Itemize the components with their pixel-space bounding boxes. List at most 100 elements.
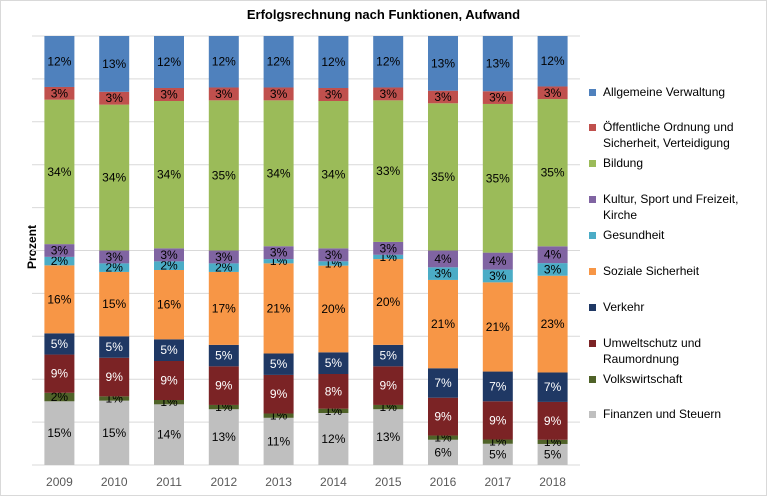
legend-swatch <box>589 89 596 96</box>
bar-segment <box>154 400 184 405</box>
bar-segment <box>154 339 184 361</box>
bar-segment <box>208 263 239 272</box>
data-label: 34% <box>267 166 291 180</box>
bar-segment <box>44 354 75 393</box>
data-label: 5% <box>51 337 69 351</box>
data-label: 5% <box>270 357 288 371</box>
bar-segment <box>537 263 568 276</box>
bar-segment <box>428 267 458 280</box>
legend-swatch <box>589 376 596 383</box>
data-label: 11% <box>267 434 290 448</box>
bar-segment <box>373 366 404 405</box>
bar-segment <box>208 271 239 345</box>
bar-segment <box>44 36 75 87</box>
bar-segment <box>99 91 130 105</box>
bar-segment <box>537 36 568 87</box>
data-label: 23% <box>541 317 565 331</box>
bar-segment <box>44 256 75 266</box>
x-tick-label: 2011 <box>156 475 182 489</box>
bar-segment <box>99 263 130 272</box>
data-label: 2% <box>51 390 69 404</box>
data-label: 5% <box>325 356 343 370</box>
data-label: 9% <box>51 367 69 381</box>
bar-segment <box>482 439 513 444</box>
bar-segment <box>482 401 513 440</box>
bar-segment <box>537 372 568 402</box>
bar-segment <box>154 404 184 465</box>
bar-segment <box>537 246 568 264</box>
x-tick-label: 2009 <box>46 475 73 489</box>
data-label: 9% <box>489 413 507 427</box>
bar-segment <box>428 279 458 369</box>
data-label: 13% <box>102 57 126 71</box>
legend-label: Kultur, Sport und Freizeit, Kirche <box>603 192 739 222</box>
data-label: 12% <box>541 54 565 68</box>
bar-segment <box>208 36 239 88</box>
data-label: 9% <box>434 410 452 424</box>
bar-segment <box>154 248 184 262</box>
bar-segment <box>318 408 349 413</box>
data-label: 3% <box>106 250 124 264</box>
legend-swatch <box>589 232 596 239</box>
data-label: 34% <box>157 168 181 182</box>
bar-segment <box>99 336 130 358</box>
bar-segment <box>263 246 294 260</box>
data-label: 8% <box>325 384 343 398</box>
data-label: 35% <box>431 170 455 184</box>
data-label: 5% <box>380 349 398 363</box>
data-label: 3% <box>51 86 69 100</box>
x-tick-label: 2010 <box>101 475 128 489</box>
bar-segment <box>99 400 130 465</box>
bar-segment <box>44 401 75 465</box>
data-label: 3% <box>544 262 562 276</box>
bar-segment <box>318 352 349 374</box>
data-label: 21% <box>486 320 510 334</box>
legend-swatch <box>589 124 596 131</box>
data-label: 9% <box>160 374 178 388</box>
data-label: 9% <box>380 379 398 393</box>
data-label: 3% <box>489 91 507 105</box>
data-label: 4% <box>434 252 452 266</box>
bar-segment <box>428 90 458 104</box>
bar-segment <box>537 443 568 465</box>
bar-segment <box>208 87 239 101</box>
bar-segment <box>482 36 513 92</box>
bar-segment <box>154 261 184 270</box>
data-label: 9% <box>544 414 562 428</box>
bar-segment <box>482 252 513 270</box>
data-label: 3% <box>325 88 343 102</box>
data-label: 5% <box>160 343 178 357</box>
data-label: 13% <box>431 56 455 70</box>
x-tick-label: 2014 <box>320 475 347 489</box>
data-label: 3% <box>270 246 288 260</box>
data-label: 3% <box>51 244 69 258</box>
legend-swatch <box>589 160 596 167</box>
bar-segment <box>154 101 184 249</box>
bar-segment <box>99 36 130 92</box>
data-label: 34% <box>321 168 345 182</box>
bar-segment <box>208 344 239 367</box>
bar-segment <box>537 439 568 444</box>
data-label: 12% <box>157 55 181 69</box>
x-tick-label: 2016 <box>430 475 457 489</box>
bar-segment <box>373 409 404 465</box>
bar-segment <box>318 374 349 409</box>
bar-segment <box>537 401 568 440</box>
data-label: 21% <box>267 301 291 315</box>
legend-swatch <box>589 268 596 275</box>
bar-segment <box>208 409 239 465</box>
data-label: 12% <box>47 54 71 68</box>
bar-segment <box>263 413 294 418</box>
data-label: 12% <box>321 55 345 69</box>
bar-segment <box>263 100 294 247</box>
bar-segment <box>428 103 458 251</box>
data-label: 17% <box>212 301 236 315</box>
bar-segment <box>373 87 404 101</box>
bar-segment <box>263 353 294 375</box>
bar-segment <box>44 333 75 355</box>
data-label: 21% <box>431 317 455 331</box>
bar-segment <box>537 99 568 247</box>
bar-segment <box>154 88 184 101</box>
data-label: 12% <box>212 55 236 69</box>
